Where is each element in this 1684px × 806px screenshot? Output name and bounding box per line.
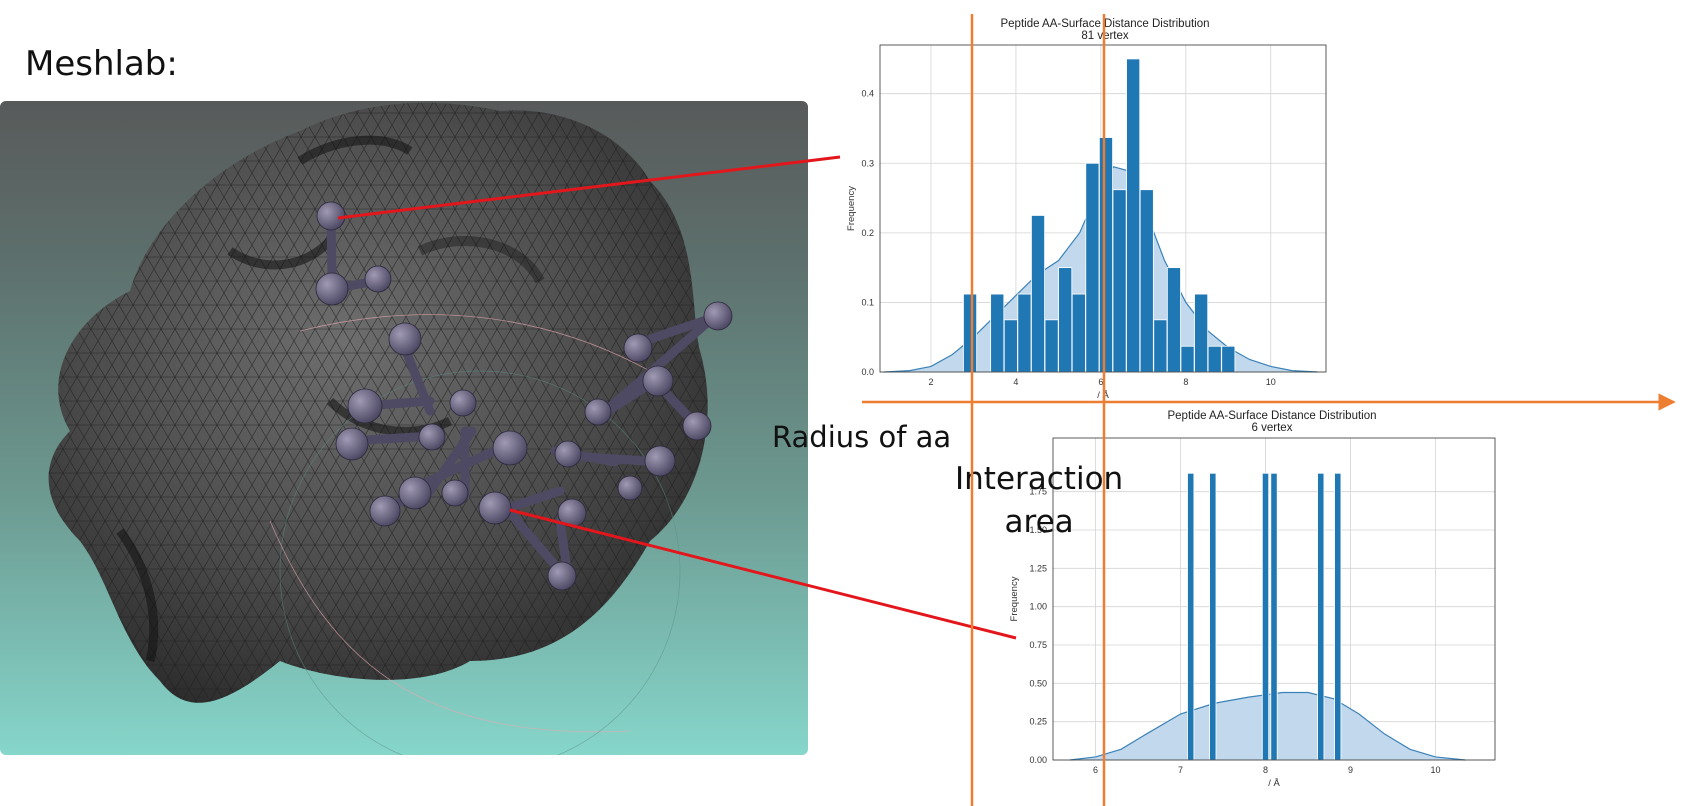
histogram-bar — [1270, 472, 1278, 761]
meshlab-viewport[interactable] — [0, 101, 808, 755]
histogram-6-vertex: Peptide AA-Surface Distance Distribution… — [1009, 410, 1510, 805]
histogram-bar — [1003, 319, 1018, 373]
protein-surface — [48, 102, 708, 755]
y-tick-label: 0.25 — [1029, 717, 1047, 727]
y-tick-label: 1.00 — [1029, 602, 1047, 612]
x-tick-label: 9 — [1348, 765, 1353, 775]
annotation-interaction-line1: Interaction — [955, 461, 1124, 497]
histogram-6-vertex-svg: Peptide AA-Surface Distance Distribution… — [1009, 410, 1496, 789]
histogram-bar — [1153, 319, 1168, 373]
chart-subtitle: 6 vertex — [1252, 422, 1293, 434]
histogram-bar — [1085, 162, 1100, 373]
slide-title: Meshlab: — [25, 44, 178, 84]
y-tick-label: 1.50 — [1029, 525, 1047, 535]
x-tick-label: 7 — [1178, 765, 1183, 775]
protein-mesh-render — [48, 102, 733, 755]
histogram-bar — [1317, 472, 1325, 761]
x-tick-label: 8 — [1183, 377, 1188, 387]
kde-line — [1069, 691, 1466, 761]
histogram-bar — [1126, 58, 1141, 373]
histogram-bar — [1180, 345, 1195, 373]
histogram-bar — [1207, 345, 1222, 373]
x-axis-label: / Å — [1268, 778, 1280, 789]
annotation-interaction-area: Interaction area — [955, 458, 1123, 544]
y-tick-label: 0.0 — [861, 367, 874, 377]
histogram-81-vertex: Peptide AA-Surface Distance Distribution… — [840, 10, 1340, 415]
y-tick-label: 0.3 — [861, 158, 874, 168]
annotation-interaction-line2: area — [1004, 504, 1074, 540]
histogram-bar — [1334, 472, 1342, 761]
y-tick-label: 0.75 — [1029, 640, 1047, 650]
histogram-bar — [1194, 293, 1209, 373]
chart-title: Peptide AA-Surface Distance Distribution — [1000, 18, 1209, 30]
histogram-bar — [1017, 293, 1032, 373]
histogram-bar — [1098, 137, 1113, 373]
histogram-bar — [1112, 189, 1127, 373]
histogram-bar — [1261, 472, 1270, 761]
histogram-bar — [1044, 319, 1059, 373]
x-tick-label: 2 — [928, 377, 933, 387]
x-tick-label: 6 — [1098, 377, 1103, 387]
y-tick-label: 1.75 — [1029, 487, 1047, 497]
y-tick-label: 0.50 — [1029, 678, 1047, 688]
histogram-bar — [990, 293, 1005, 373]
y-tick-label: 1.25 — [1029, 563, 1047, 573]
x-tick-label: 8 — [1263, 765, 1268, 775]
y-tick-label: 0.1 — [861, 297, 874, 307]
chart-title: Peptide AA-Surface Distance Distribution — [1167, 410, 1376, 422]
histogram-bar — [963, 293, 978, 373]
histogram-bar — [1139, 189, 1154, 373]
histogram-bar — [1058, 267, 1073, 373]
histogram-81-vertex-svg: Peptide AA-Surface Distance Distribution… — [846, 18, 1327, 401]
y-tick-label: 0.00 — [1029, 755, 1047, 765]
y-axis-label: Frequency — [1009, 576, 1020, 621]
y-axis-label: Frequency — [846, 186, 857, 231]
x-tick-label: 10 — [1266, 377, 1276, 387]
histogram-bar — [1071, 293, 1086, 373]
histogram-bar — [1166, 267, 1181, 373]
histogram-bar — [1187, 472, 1195, 761]
x-axis-label: / Å — [1097, 390, 1109, 401]
chart-subtitle: 81 vertex — [1081, 30, 1129, 42]
histogram-bar — [1221, 345, 1236, 373]
histogram-bar — [1031, 215, 1045, 373]
histogram-bar — [1209, 472, 1217, 761]
x-tick-label: 4 — [1013, 377, 1018, 387]
y-tick-label: 0.4 — [861, 89, 874, 99]
x-tick-label: 6 — [1093, 765, 1098, 775]
annotation-radius-of-aa: Radius of aa — [772, 420, 952, 454]
y-tick-label: 0.2 — [861, 228, 874, 238]
x-tick-label: 10 — [1430, 765, 1440, 775]
